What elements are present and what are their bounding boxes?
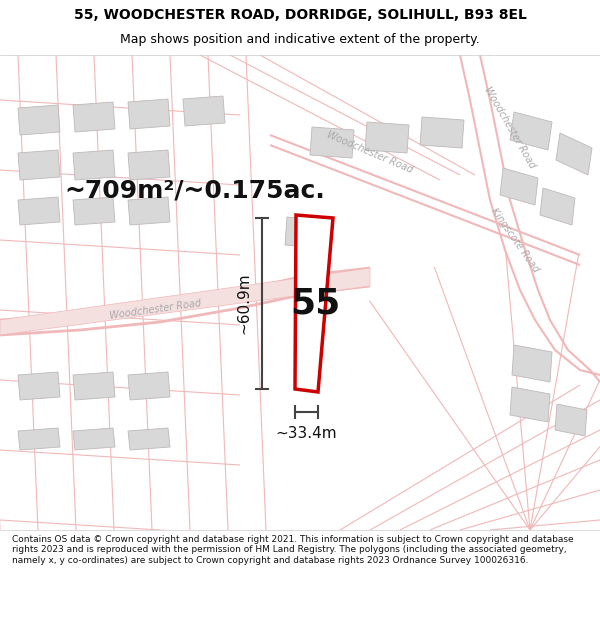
Polygon shape xyxy=(18,105,60,135)
Text: ~33.4m: ~33.4m xyxy=(275,426,337,441)
Polygon shape xyxy=(18,428,60,450)
Polygon shape xyxy=(128,150,170,180)
Polygon shape xyxy=(73,197,115,225)
Polygon shape xyxy=(285,217,322,248)
Polygon shape xyxy=(73,102,115,132)
Polygon shape xyxy=(420,117,464,148)
Polygon shape xyxy=(555,404,587,436)
Text: Woodchester Road: Woodchester Road xyxy=(325,129,415,174)
Polygon shape xyxy=(310,127,354,158)
Text: Kingscote Road: Kingscote Road xyxy=(489,206,541,274)
Polygon shape xyxy=(510,112,552,150)
Polygon shape xyxy=(500,168,538,205)
Polygon shape xyxy=(295,215,333,392)
Polygon shape xyxy=(183,96,225,126)
Polygon shape xyxy=(128,99,170,129)
Text: Woodchester Road: Woodchester Road xyxy=(109,299,202,321)
Polygon shape xyxy=(556,133,592,175)
Text: 55: 55 xyxy=(290,286,341,321)
Text: Map shows position and indicative extent of the property.: Map shows position and indicative extent… xyxy=(120,33,480,46)
Polygon shape xyxy=(0,268,370,335)
Polygon shape xyxy=(510,387,550,422)
Polygon shape xyxy=(18,197,60,225)
Polygon shape xyxy=(73,372,115,400)
Text: Contains OS data © Crown copyright and database right 2021. This information is : Contains OS data © Crown copyright and d… xyxy=(12,535,574,564)
Polygon shape xyxy=(128,197,170,225)
Text: 55, WOODCHESTER ROAD, DORRIDGE, SOLIHULL, B93 8EL: 55, WOODCHESTER ROAD, DORRIDGE, SOLIHULL… xyxy=(74,8,526,22)
Polygon shape xyxy=(73,150,115,180)
Polygon shape xyxy=(18,372,60,400)
Text: ~709m²/~0.175ac.: ~709m²/~0.175ac. xyxy=(65,178,325,202)
Text: ~60.9m: ~60.9m xyxy=(236,272,251,334)
Polygon shape xyxy=(73,428,115,450)
Polygon shape xyxy=(540,188,575,225)
Polygon shape xyxy=(512,345,552,382)
Polygon shape xyxy=(128,372,170,400)
Polygon shape xyxy=(18,150,60,180)
Text: Woodchester Road: Woodchester Road xyxy=(482,86,538,171)
Polygon shape xyxy=(128,428,170,450)
Polygon shape xyxy=(365,122,409,153)
